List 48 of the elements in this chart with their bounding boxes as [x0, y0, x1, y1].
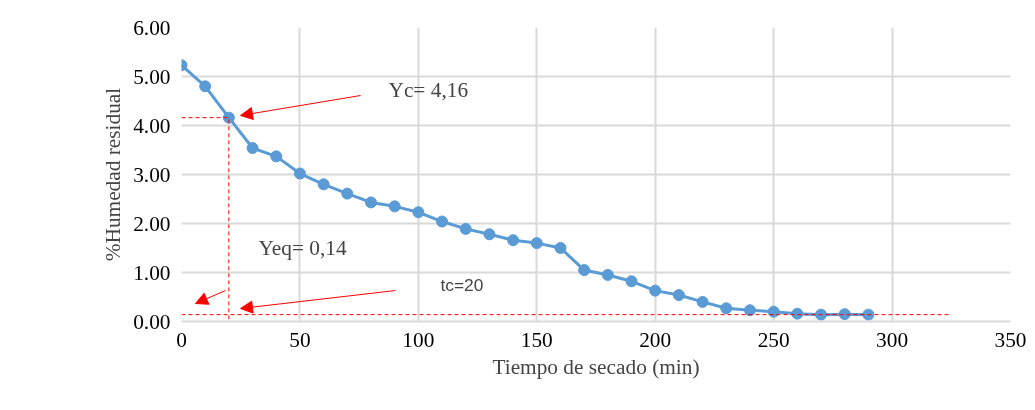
- point: [436, 215, 449, 228]
- point: [459, 222, 472, 235]
- point: [341, 187, 354, 200]
- x-axis-title: Tiempo de secado (min): [492, 354, 700, 379]
- point: [199, 80, 212, 93]
- point: [293, 167, 306, 180]
- y-tick-label: 4.00: [133, 113, 171, 138]
- x-tick-label: 200: [639, 327, 672, 352]
- x-tick-label: 300: [876, 327, 909, 352]
- point: [246, 142, 259, 155]
- point: [649, 284, 662, 297]
- x-tick-label: 100: [402, 327, 435, 352]
- point: [625, 275, 638, 288]
- point: [530, 237, 543, 250]
- point: [270, 150, 283, 163]
- point: [601, 268, 614, 281]
- y-tick-label: 3.00: [133, 162, 171, 187]
- y-tick-label: 2.00: [133, 211, 171, 236]
- y-tick-label: 5.00: [133, 64, 171, 89]
- point: [672, 289, 685, 302]
- point: [838, 308, 851, 321]
- point: [696, 295, 709, 308]
- point: [578, 264, 591, 277]
- x-tick-label: 0: [176, 327, 187, 352]
- y-tick-label: 0.00: [133, 309, 171, 334]
- point: [791, 307, 804, 320]
- y-tick-label: 1.00: [133, 260, 171, 285]
- point: [720, 302, 733, 315]
- annotation: Yeq= 0,14: [258, 235, 347, 260]
- point: [388, 200, 401, 213]
- point: [767, 305, 780, 318]
- point: [862, 308, 875, 321]
- x-tick-label: 250: [757, 327, 790, 352]
- point: [554, 242, 567, 254]
- point: [483, 228, 496, 241]
- x-tick-label: 50: [289, 327, 311, 352]
- x-tick-label: 150: [520, 327, 553, 352]
- point: [743, 304, 756, 317]
- annotation: tc=20: [440, 274, 484, 295]
- y-tick-label: 6.00: [133, 15, 171, 40]
- point: [317, 178, 330, 191]
- annotation: Yc= 4,16: [388, 77, 469, 102]
- y-axis-title: %Humedad residual: [101, 87, 126, 262]
- point: [815, 308, 828, 321]
- point: [412, 206, 425, 219]
- point: [507, 234, 520, 247]
- point: [364, 196, 377, 209]
- x-tick-label: 350: [994, 327, 1027, 352]
